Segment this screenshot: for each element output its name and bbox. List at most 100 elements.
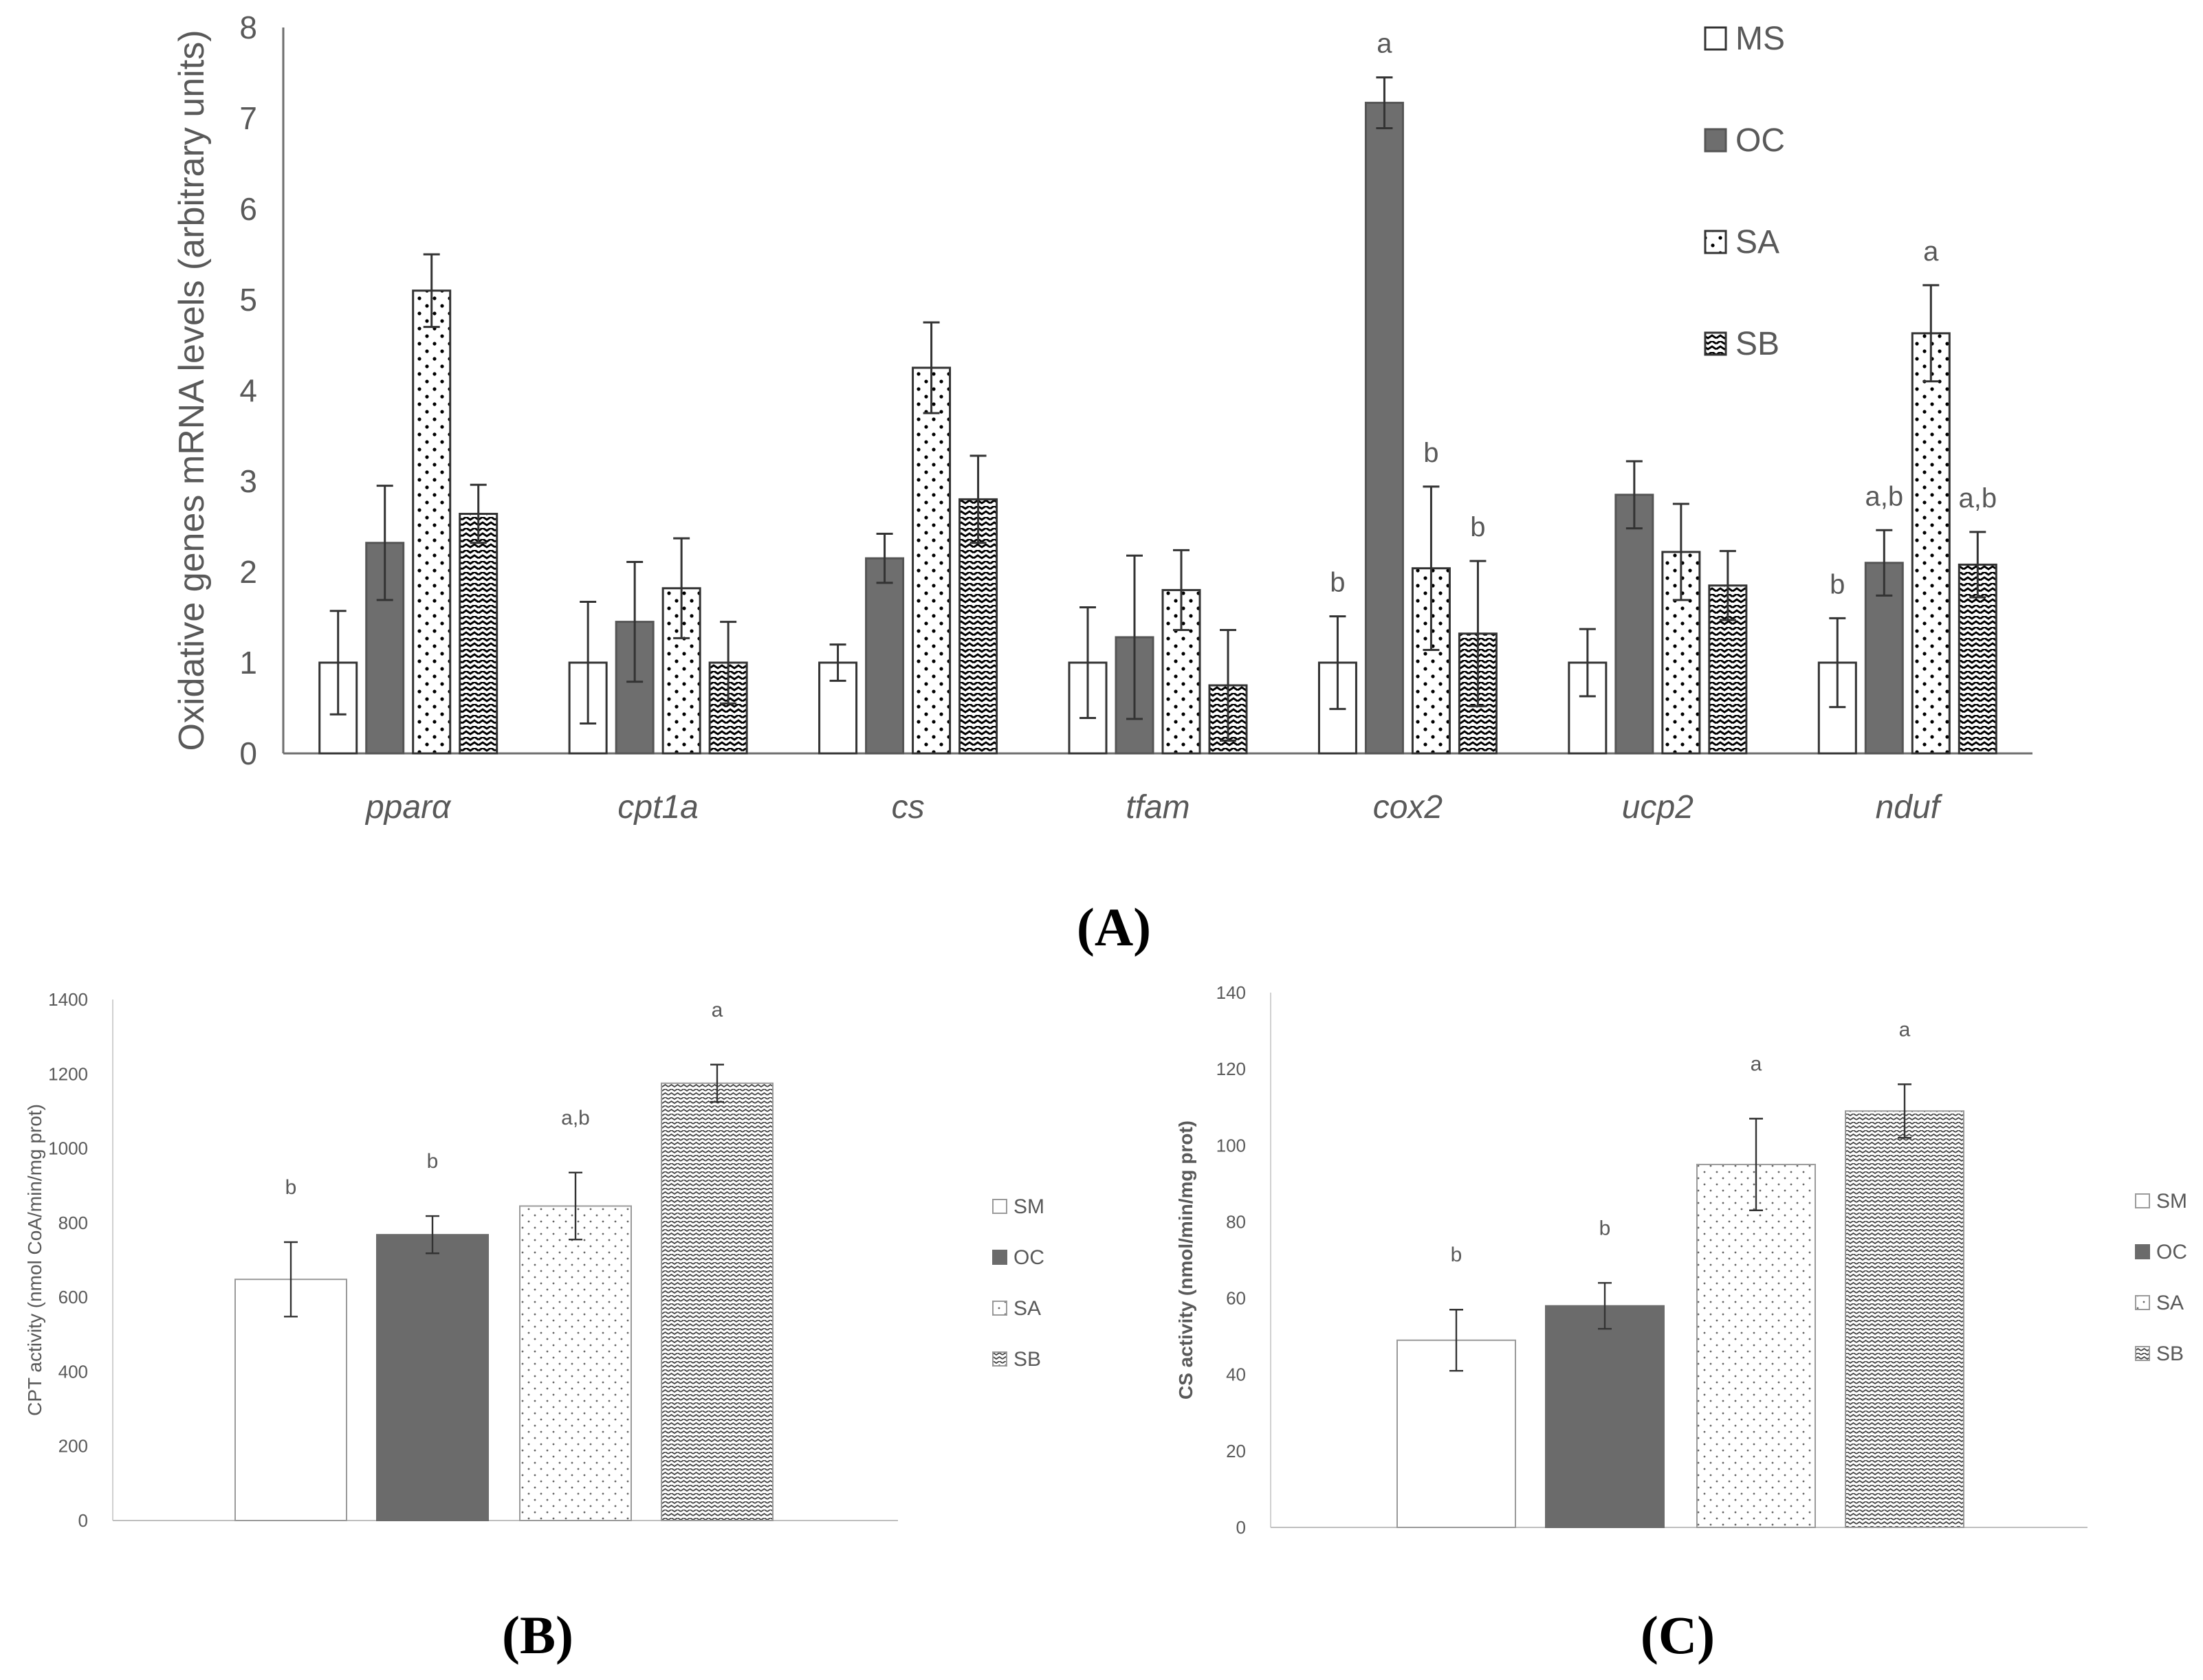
y-tick-label-c: 0	[1236, 1517, 1246, 1538]
error-bar	[1579, 628, 1596, 698]
category-label-a: cox2	[1373, 789, 1443, 826]
y-axis-title-c: CS activity (nmol/min/mg prot)	[1175, 1120, 1196, 1400]
error-bar	[626, 560, 644, 683]
y-tick-label-c: 80	[1226, 1211, 1246, 1232]
significance-label: a	[1899, 1018, 1911, 1041]
significance-label: b	[285, 1176, 297, 1199]
legend-label: OC	[1013, 1246, 1044, 1269]
y-tick-label-a: 8	[239, 10, 257, 45]
bar-sm	[234, 1279, 347, 1521]
legend-label: MS	[1735, 21, 1785, 57]
legend-swatch-ms	[1704, 26, 1727, 51]
legend-label: SA	[1013, 1297, 1041, 1320]
category-label-a: cpt1a	[617, 789, 698, 826]
legend-label: OC	[1735, 122, 1785, 159]
significance-label: b	[1423, 438, 1438, 468]
legend-swatch-sm	[2135, 1193, 2150, 1208]
significance-label: b	[1599, 1217, 1611, 1239]
y-tick-label-c: 20	[1226, 1441, 1246, 1461]
y-axis-title-b: CPT activity (nmol CoA/min/mg prot)	[24, 1104, 45, 1416]
legend-swatch-sb	[1704, 331, 1727, 356]
bar-sa	[912, 366, 952, 755]
error-bar	[1749, 1118, 1763, 1211]
significance-label: a,b	[1865, 481, 1903, 511]
y-tick-label-c: 100	[1216, 1135, 1246, 1156]
category-label-a: ucp2	[1622, 789, 1694, 826]
bar-oc	[376, 1234, 489, 1521]
y-tick-label-c: 40	[1226, 1364, 1246, 1385]
significance-label: a,b	[561, 1107, 590, 1129]
legend-label: SB	[1735, 326, 1779, 362]
error-bar	[1469, 560, 1487, 707]
bar-sb	[661, 1082, 774, 1521]
error-bar	[569, 1171, 582, 1241]
error-bar	[1449, 1309, 1463, 1372]
error-bar	[580, 601, 597, 725]
chart-c: 0 20 40 60 80 100 120 140 CS activity (nmol/min/…	[1175, 982, 2187, 1538]
y-tick-label-b: 0	[78, 1510, 88, 1531]
y-tick-label-c: 140	[1216, 982, 1246, 1003]
legend-swatch-oc	[1704, 128, 1727, 153]
error-bar	[423, 253, 440, 329]
category-label-a: tfam	[1126, 789, 1190, 826]
bar-sb	[459, 513, 498, 755]
significance-label: a	[1923, 236, 1939, 267]
error-bar	[329, 610, 347, 716]
y-tick-label-c: 60	[1226, 1288, 1246, 1309]
panel-a-letter: (A)	[1077, 897, 1151, 957]
legend-swatch-sa	[1704, 230, 1727, 254]
error-bar	[1376, 76, 1393, 130]
category-label-a: nduf	[1876, 789, 1943, 826]
error-bar	[470, 483, 487, 544]
significance-label: b	[1470, 512, 1485, 542]
category-label-a: cs	[892, 789, 925, 826]
y-tick-label-b: 1400	[48, 989, 88, 1010]
error-bar	[376, 485, 393, 601]
significance-label: b	[1330, 568, 1345, 598]
panel-c-letter: (C)	[1641, 1605, 1715, 1665]
legend-swatch-oc	[2135, 1244, 2150, 1259]
error-bar	[1220, 628, 1236, 742]
error-bar	[1829, 617, 1846, 709]
bar-oc	[1364, 102, 1404, 755]
bar-sa	[412, 289, 452, 755]
error-bar	[1598, 1282, 1612, 1330]
legend-swatch-oc	[992, 1250, 1007, 1265]
y-tick-label-a: 3	[239, 463, 257, 499]
legend-swatch-sm	[992, 1199, 1007, 1214]
significance-label: b	[427, 1150, 439, 1173]
y-tick-label-a: 1	[239, 645, 257, 681]
error-bar	[923, 321, 940, 415]
y-tick-label-b: 200	[58, 1436, 88, 1457]
bar-sa	[661, 587, 701, 755]
error-bar	[1876, 529, 1893, 597]
error-bar	[1625, 460, 1643, 530]
significance-label: a	[1751, 1052, 1762, 1075]
legend-label: SB	[1013, 1348, 1041, 1371]
error-bar	[1126, 554, 1143, 720]
bar-ms	[818, 661, 858, 755]
y-tick-label-b: 600	[58, 1287, 88, 1307]
panel-b-letter: (B)	[502, 1605, 573, 1665]
error-bar	[426, 1215, 439, 1255]
bar-sa	[1161, 588, 1201, 755]
y-tick-label-b: 1200	[48, 1063, 88, 1084]
error-bar	[829, 643, 846, 682]
y-tick-label-a: 0	[239, 736, 257, 771]
legend-swatch-sa	[2135, 1295, 2150, 1310]
chart-b: 0 200 400 600 800 1000 1200 1400 CPT activity (n…	[24, 989, 1044, 1531]
error-bar	[1898, 1083, 1911, 1139]
legend-label: SA	[1735, 224, 1779, 261]
y-tick-label-a: 7	[239, 100, 257, 136]
bar-oc	[365, 542, 405, 755]
bar-oc	[1545, 1305, 1665, 1528]
legend-label: SM	[2156, 1190, 2187, 1213]
y-tick-label-b: 800	[58, 1213, 88, 1233]
y-tick-label-a: 4	[239, 373, 257, 408]
bar-sb	[1845, 1110, 1964, 1529]
error-bar	[720, 621, 737, 705]
bar-sa	[1696, 1164, 1816, 1528]
significance-label: b	[1830, 569, 1845, 599]
legend-swatch-sb	[992, 1351, 1007, 1367]
